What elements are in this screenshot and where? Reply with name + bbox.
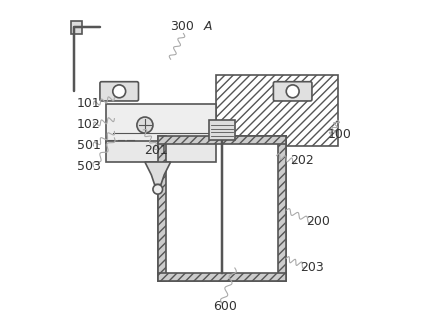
Text: 501: 501 (77, 139, 101, 152)
Polygon shape (145, 162, 170, 184)
Text: 503: 503 (77, 160, 101, 173)
Bar (107, 104, 216, 143)
Circle shape (137, 117, 153, 133)
Circle shape (286, 85, 299, 98)
Text: 200: 200 (306, 214, 330, 228)
Text: 202: 202 (290, 154, 314, 167)
Bar (158, 273, 286, 281)
Bar (216, 75, 337, 146)
Bar (278, 136, 286, 281)
Text: 201: 201 (144, 144, 168, 157)
Bar (209, 120, 235, 140)
Text: 101: 101 (77, 98, 101, 110)
Bar (158, 136, 166, 281)
Bar (71, 21, 82, 33)
FancyBboxPatch shape (274, 82, 312, 101)
Text: 102: 102 (77, 118, 101, 131)
Bar (158, 136, 286, 144)
Circle shape (113, 85, 126, 98)
FancyBboxPatch shape (100, 82, 139, 101)
Text: 203: 203 (300, 261, 324, 274)
Circle shape (153, 184, 163, 194)
Text: 600: 600 (213, 300, 237, 313)
Text: A: A (203, 20, 212, 33)
Bar (158, 136, 286, 281)
Bar (107, 141, 216, 162)
Text: 300: 300 (170, 20, 194, 33)
Text: 100: 100 (327, 128, 351, 141)
